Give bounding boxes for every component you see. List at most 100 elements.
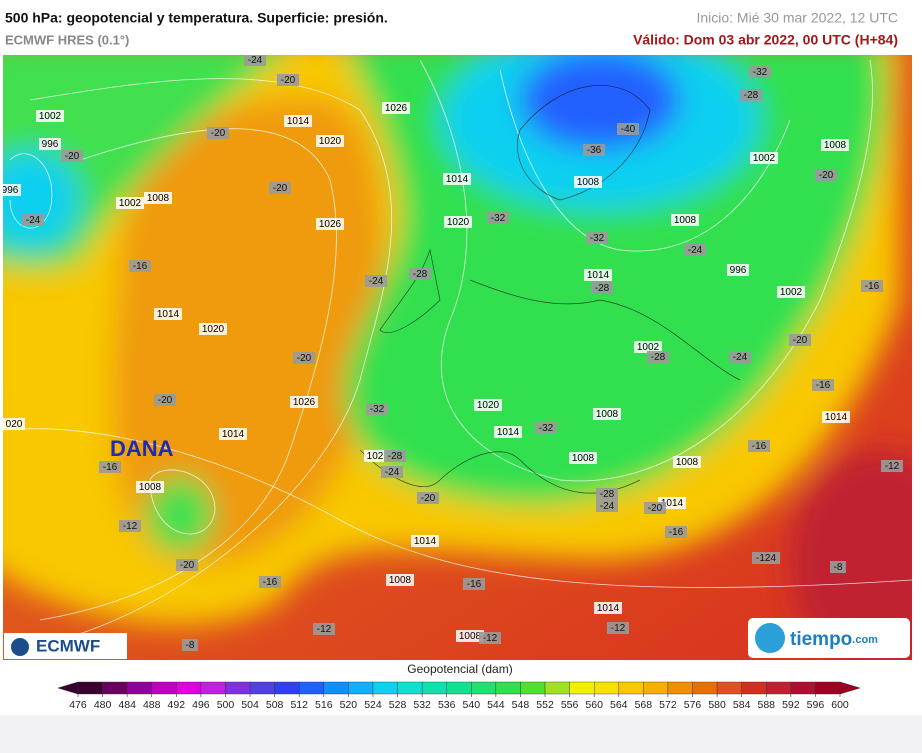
isobar-label: 1014	[497, 427, 520, 438]
colorbar-tick-label: 592	[782, 699, 800, 711]
ecmwf-icon	[11, 638, 29, 656]
isobar-label: 1014	[661, 498, 684, 509]
temperature-label: -16	[467, 579, 482, 590]
isobar-label: 1026	[385, 103, 408, 114]
colorbar-tick-label: 580	[708, 699, 726, 711]
temperature-label: -20	[273, 183, 288, 194]
temperature-label: -24	[600, 501, 615, 512]
label-box	[22, 214, 44, 226]
temperature-label: -12	[317, 624, 332, 635]
colorbar-end	[57, 681, 79, 695]
colorbar-tick-label: 524	[364, 699, 382, 711]
colorbar-segment	[200, 681, 226, 695]
isobar-label: 1014	[157, 309, 180, 320]
colorbar-tick-label: 544	[487, 699, 505, 711]
label-box	[119, 520, 141, 532]
label-box	[749, 66, 771, 78]
label-box	[830, 561, 846, 573]
label-box	[740, 89, 762, 101]
temperature-label: -16	[865, 281, 880, 292]
label-box	[284, 115, 312, 127]
colorbar-tick-label: 556	[561, 699, 579, 711]
label-box	[244, 55, 266, 66]
isobar-label: 1008	[577, 177, 600, 188]
isobar-label: 1014	[597, 603, 620, 614]
label-box	[219, 428, 247, 440]
label-box	[386, 574, 414, 586]
label-box	[671, 214, 699, 226]
label-box	[634, 341, 662, 353]
valid-time: Válido: Dom 03 abr 2022, 00 UTC (H+84)	[633, 32, 898, 48]
temperature-label: -24	[26, 215, 41, 226]
colorbar-segment	[495, 681, 521, 695]
label-box	[752, 552, 780, 564]
label-box	[61, 150, 83, 162]
isobar-label: 996	[730, 265, 747, 276]
temperature-label: -28	[388, 451, 403, 462]
label-box	[456, 630, 484, 642]
label-box	[812, 379, 834, 391]
isobar-label: 1008	[389, 575, 412, 586]
colorbar-segment	[618, 681, 644, 695]
temperature-label: -20	[648, 503, 663, 514]
label-box	[199, 323, 227, 335]
temperature-label: -12	[123, 521, 138, 532]
temperature-label: -16	[263, 577, 278, 588]
tiempo-name: tiempo	[790, 629, 852, 650]
isobar-label: 1002	[637, 342, 660, 353]
isobar-label: 1008	[139, 482, 162, 493]
isobar-label: 102	[367, 451, 384, 462]
isobar-label: 1020	[447, 217, 470, 228]
temperature-label: -20	[281, 75, 296, 86]
label-box	[444, 216, 472, 228]
colorbar-tick-label: 508	[266, 699, 284, 711]
colorbar-segment	[102, 681, 128, 695]
temperature-label: -28	[651, 352, 666, 363]
annotation: DANA	[110, 436, 174, 461]
label-box	[3, 184, 21, 196]
ecmwf-logo: ECMWF	[36, 636, 100, 655]
label-box	[594, 602, 622, 614]
colorbar-segment	[815, 681, 841, 695]
label-box	[821, 139, 849, 151]
colorbar-tick-label: 572	[659, 699, 677, 711]
colorbar-segment	[643, 681, 669, 695]
colorbar-segment	[299, 681, 325, 695]
label-box	[750, 152, 778, 164]
label-box	[596, 500, 618, 512]
label-box	[474, 399, 502, 411]
label-box	[277, 74, 299, 86]
title: 500 hPa: geopotencial y temperatura. Sup…	[5, 10, 388, 26]
label-box	[494, 426, 522, 438]
label-box	[269, 182, 291, 194]
colorbar-segment	[569, 681, 595, 695]
contours	[3, 59, 912, 641]
temperature-label: -16	[752, 441, 767, 452]
temperature-label: -12	[885, 461, 900, 472]
temperature-label: -28	[595, 283, 610, 294]
colorbar-tick-label: 504	[241, 699, 259, 711]
label-box	[411, 535, 439, 547]
label-box	[381, 466, 403, 478]
colorbar-segment	[323, 681, 349, 695]
colorbar-tick-label: 516	[315, 699, 333, 711]
colorbar-tick-label: 568	[635, 699, 653, 711]
label-box	[727, 264, 749, 276]
temperature-label: -32	[491, 213, 506, 224]
isobar-label: 1026	[293, 397, 316, 408]
label-box	[586, 232, 608, 244]
colorbar-segment	[593, 681, 619, 695]
label-box	[569, 452, 597, 464]
isobar-label: 1026	[319, 219, 342, 230]
isobar-label: 1014	[825, 412, 848, 423]
label-box	[290, 396, 318, 408]
colorbar-segment	[520, 681, 546, 695]
label-box	[583, 144, 605, 156]
label-box	[316, 135, 344, 147]
temperature-label: -36	[587, 145, 602, 156]
colorbar-tick-label: 512	[290, 699, 308, 711]
isobar-label: 020	[6, 419, 23, 430]
